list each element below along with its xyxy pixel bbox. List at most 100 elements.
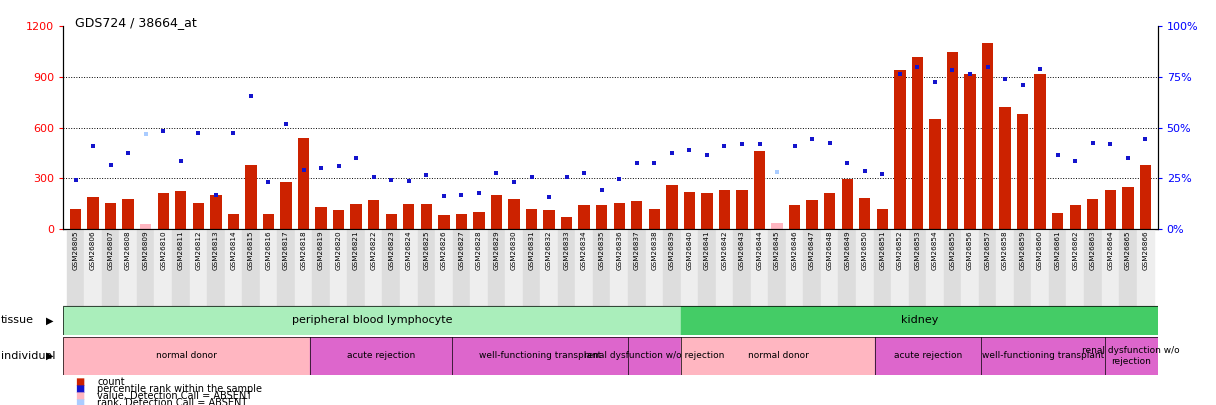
Bar [981, 337, 1104, 375]
Bar [876, 337, 981, 375]
Bar [137, 229, 154, 306]
Point [399, 177, 418, 184]
Point [328, 163, 348, 170]
Bar [123, 199, 134, 229]
Bar [789, 205, 800, 229]
Point [136, 131, 156, 138]
Text: GSM26811: GSM26811 [178, 230, 184, 270]
Bar [280, 182, 292, 229]
Text: GSM26812: GSM26812 [196, 230, 202, 270]
Bar [824, 192, 835, 229]
Text: GSM26852: GSM26852 [897, 230, 902, 270]
Text: GSM26848: GSM26848 [827, 230, 833, 270]
Text: GSM26841: GSM26841 [704, 230, 710, 270]
Bar [1104, 190, 1116, 229]
Text: GSM26853: GSM26853 [914, 230, 921, 270]
Text: GSM26844: GSM26844 [756, 230, 762, 270]
Bar [523, 229, 540, 306]
Bar [1049, 229, 1066, 306]
Bar [1102, 229, 1119, 306]
Bar [839, 229, 856, 306]
Text: GSM26831: GSM26831 [529, 230, 535, 270]
Point [276, 121, 295, 128]
Point [890, 70, 910, 77]
Bar [821, 229, 839, 306]
Point [311, 165, 331, 171]
Text: GSM26815: GSM26815 [248, 230, 254, 270]
Point [1118, 155, 1137, 161]
Bar [996, 229, 1014, 306]
Text: GDS724 / 38664_at: GDS724 / 38664_at [75, 16, 197, 29]
Bar [593, 229, 610, 306]
Bar [63, 337, 310, 375]
Text: GSM26858: GSM26858 [1002, 230, 1008, 270]
Bar [648, 209, 660, 229]
Text: peripheral blood lymphocyte: peripheral blood lymphocyte [292, 315, 452, 325]
Text: well-functioning transplant: well-functioning transplant [981, 352, 1104, 360]
Bar [929, 119, 941, 229]
Bar [733, 229, 750, 306]
Bar [736, 190, 748, 229]
Text: GSM26854: GSM26854 [931, 230, 938, 270]
Text: GSM26862: GSM26862 [1073, 230, 1079, 270]
Bar [681, 306, 1158, 335]
Bar [488, 229, 505, 306]
Text: GSM26855: GSM26855 [950, 230, 956, 270]
Text: GSM26857: GSM26857 [985, 230, 991, 270]
Text: GSM26842: GSM26842 [721, 230, 727, 270]
Text: GSM26834: GSM26834 [581, 230, 587, 270]
Bar [1000, 107, 1010, 229]
Bar [596, 205, 607, 229]
Point [715, 143, 734, 149]
Bar [540, 229, 558, 306]
Text: GSM26821: GSM26821 [353, 230, 359, 270]
Bar [402, 205, 415, 229]
Point [486, 170, 506, 177]
Bar [88, 197, 98, 229]
Text: ■: ■ [75, 377, 85, 386]
Text: GSM26814: GSM26814 [230, 230, 236, 270]
Text: GSM26806: GSM26806 [90, 230, 96, 270]
Point [925, 79, 945, 85]
Bar [1119, 229, 1137, 306]
Text: GSM26810: GSM26810 [161, 230, 167, 270]
Text: GSM26823: GSM26823 [388, 230, 394, 270]
Point [153, 128, 173, 134]
Bar [456, 214, 467, 229]
Bar [1137, 229, 1154, 306]
Bar [719, 190, 730, 229]
Text: count: count [97, 377, 125, 386]
Bar [491, 195, 502, 229]
Bar [365, 229, 382, 306]
Bar [382, 229, 400, 306]
Bar [873, 229, 891, 306]
Point [1100, 141, 1120, 147]
Point [574, 170, 593, 177]
Text: ■: ■ [75, 384, 85, 394]
Bar [246, 165, 257, 229]
Bar [681, 229, 698, 306]
Bar [646, 229, 663, 306]
Text: ■: ■ [75, 391, 85, 401]
Bar [544, 210, 554, 229]
Bar [1122, 187, 1133, 229]
Bar [908, 229, 927, 306]
Point [188, 130, 208, 136]
Bar [368, 200, 379, 229]
Bar [702, 192, 713, 229]
Point [644, 160, 664, 166]
Bar [927, 229, 944, 306]
Bar [158, 194, 169, 229]
Bar [140, 224, 151, 229]
Point [750, 141, 770, 148]
Point [171, 158, 191, 164]
Bar [1070, 205, 1081, 229]
Bar [894, 70, 906, 229]
Point [803, 136, 822, 143]
Point [767, 169, 787, 175]
Bar [69, 209, 81, 229]
Text: GSM26859: GSM26859 [1019, 230, 1025, 270]
Bar [771, 223, 783, 229]
Bar [1014, 229, 1031, 306]
Bar [435, 229, 452, 306]
